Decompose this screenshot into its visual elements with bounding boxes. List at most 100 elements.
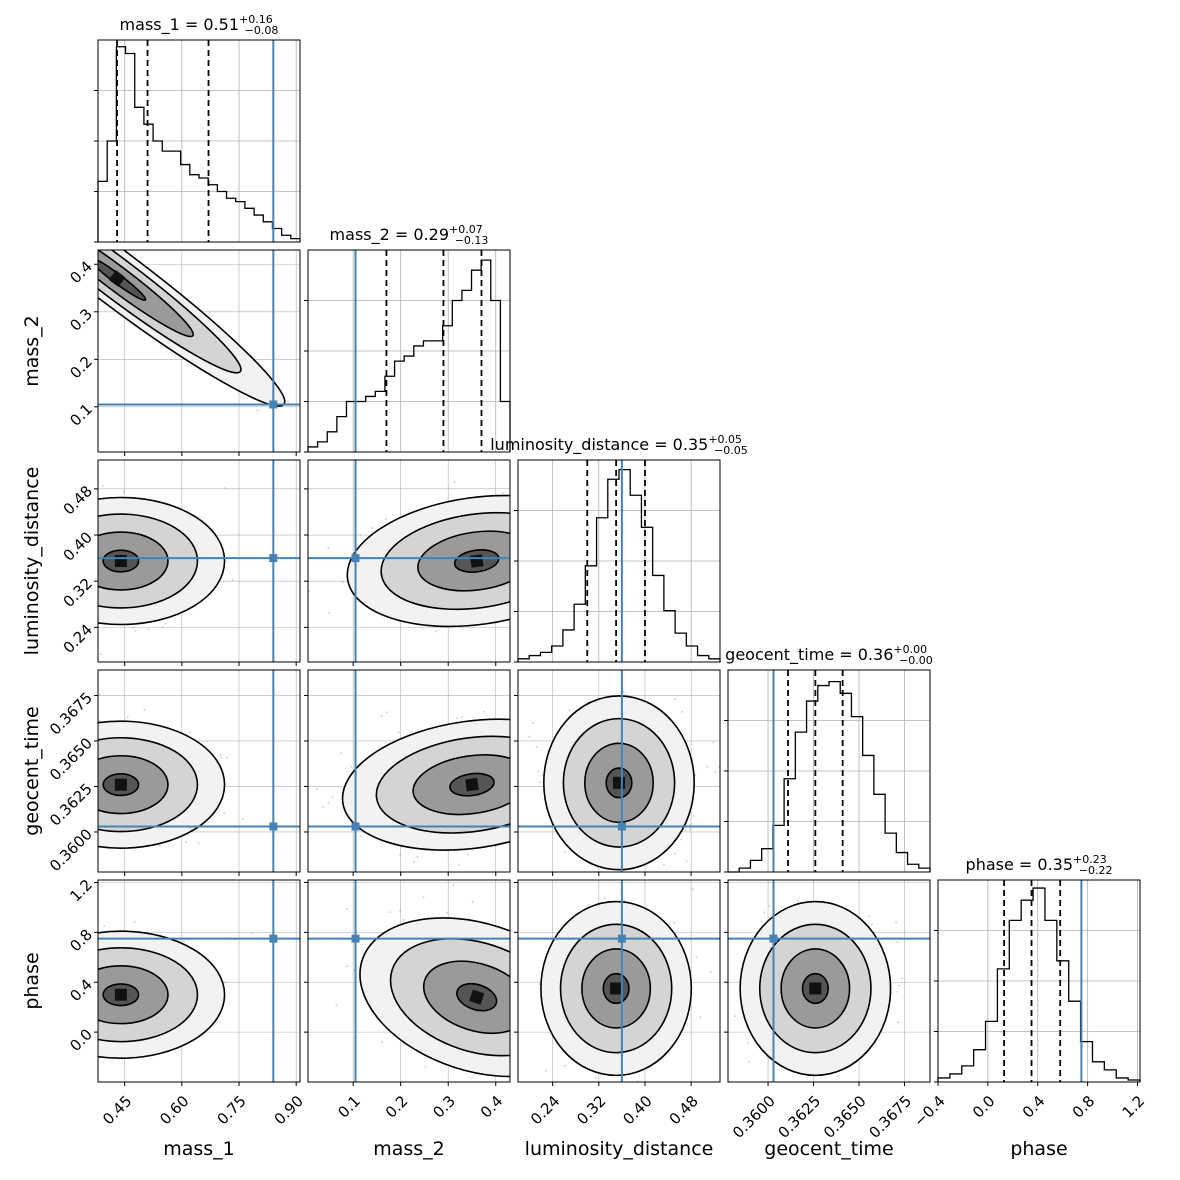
sample-point xyxy=(45,212,47,214)
sample-point xyxy=(512,1001,514,1003)
sample-point xyxy=(251,932,254,935)
y-tick-label: 0.4 xyxy=(66,976,96,1006)
sample-point xyxy=(576,598,578,600)
sample-point xyxy=(254,819,256,821)
sample-point xyxy=(219,756,222,759)
sample-point xyxy=(134,629,137,632)
x-tick-label: 0.3650 xyxy=(820,1092,870,1142)
sample-point xyxy=(528,804,530,806)
sample-point xyxy=(188,731,191,734)
scatter-panel-mass_2-vs-geocent_time xyxy=(254,669,543,876)
sample-point xyxy=(197,842,200,845)
sample-point xyxy=(92,781,94,783)
sample-point xyxy=(529,1108,531,1110)
sample-point xyxy=(47,1031,49,1033)
sample-point xyxy=(514,750,516,752)
sample-point xyxy=(67,219,69,221)
sample-point xyxy=(224,981,227,984)
sample-point xyxy=(537,1037,539,1039)
sample-point xyxy=(334,412,336,414)
sample-point xyxy=(224,487,227,489)
sample-point xyxy=(93,780,95,782)
sample-point xyxy=(673,921,675,924)
sample-point xyxy=(901,977,904,980)
sample-point xyxy=(699,1016,702,1018)
sample-point xyxy=(550,521,552,523)
sample-point xyxy=(327,546,330,549)
sample-point xyxy=(143,709,146,711)
y-tick-label: 0.3 xyxy=(66,305,96,335)
sample-point xyxy=(685,860,688,863)
density-peak xyxy=(809,982,822,995)
sample-point xyxy=(55,199,57,201)
sample-point xyxy=(88,758,90,760)
y-tick-label: 0.3675 xyxy=(46,689,96,739)
sample-point xyxy=(797,900,799,903)
sample-point xyxy=(531,1032,533,1034)
sample-point xyxy=(519,802,521,804)
sample-point xyxy=(340,752,343,755)
sample-point xyxy=(381,1041,384,1044)
sample-point xyxy=(662,863,665,866)
x-tick-label: 0.3625 xyxy=(774,1092,824,1142)
y-tick-label: 0.40 xyxy=(60,528,96,564)
sample-point xyxy=(535,746,538,748)
sample-point xyxy=(241,818,244,820)
sample-point xyxy=(540,567,542,569)
sample-point xyxy=(535,507,537,509)
x-tick-label: 0.32 xyxy=(573,1092,609,1128)
sample-point xyxy=(12,232,14,234)
sample-point xyxy=(399,853,402,856)
sample-point xyxy=(16,554,18,556)
histogram-phase xyxy=(937,887,1141,1082)
sample-point xyxy=(524,1066,526,1068)
sample-point xyxy=(747,1041,750,1044)
panel-content xyxy=(16,460,300,662)
sample-point xyxy=(52,231,54,233)
sample-point xyxy=(25,201,27,203)
sample-point xyxy=(315,788,318,791)
sample-point xyxy=(514,963,516,965)
sample-point xyxy=(535,577,537,579)
sample-point xyxy=(5,182,7,184)
sample-point xyxy=(93,806,95,808)
sample-point xyxy=(52,982,54,984)
y-tick-label: 0.32 xyxy=(60,574,96,610)
sample-point xyxy=(402,918,405,921)
sample-point xyxy=(7,989,9,991)
sample-point xyxy=(818,868,820,870)
panel-frame xyxy=(517,669,721,873)
sample-point xyxy=(689,823,692,826)
sample-point xyxy=(445,911,448,914)
sample-point xyxy=(385,711,388,714)
sample-point xyxy=(161,626,164,629)
sample-point xyxy=(545,551,547,553)
sample-point xyxy=(71,247,73,249)
sample-point xyxy=(543,1035,545,1037)
sample-point xyxy=(36,206,38,208)
title-mass_1: mass_1 = 0.51+0.16 −0.08 xyxy=(120,13,279,37)
sample-point xyxy=(521,991,523,993)
sample-point xyxy=(541,765,543,767)
sample-point xyxy=(45,799,47,801)
sample-point xyxy=(16,747,18,749)
sample-point xyxy=(434,630,437,633)
panel-content xyxy=(5,182,336,452)
title-geocent_time: geocent_time = 0.36+0.00 −0.00 xyxy=(725,643,933,667)
sample-point xyxy=(94,978,96,980)
density-peak xyxy=(610,982,623,995)
sample-point xyxy=(531,777,533,779)
x-tick-label: 0.3600 xyxy=(729,1092,779,1142)
sample-point xyxy=(44,1015,46,1017)
sample-point xyxy=(563,1064,566,1067)
sample-point xyxy=(83,1005,85,1007)
sample-point xyxy=(662,557,664,559)
sample-point xyxy=(92,575,94,577)
sample-point xyxy=(73,1019,75,1021)
sample-point xyxy=(52,229,54,231)
x-axis-label-phase: phase xyxy=(1010,1138,1067,1160)
sample-point xyxy=(582,519,584,521)
sample-point xyxy=(39,215,41,217)
density-peak xyxy=(469,989,485,1005)
sample-point xyxy=(35,229,37,231)
